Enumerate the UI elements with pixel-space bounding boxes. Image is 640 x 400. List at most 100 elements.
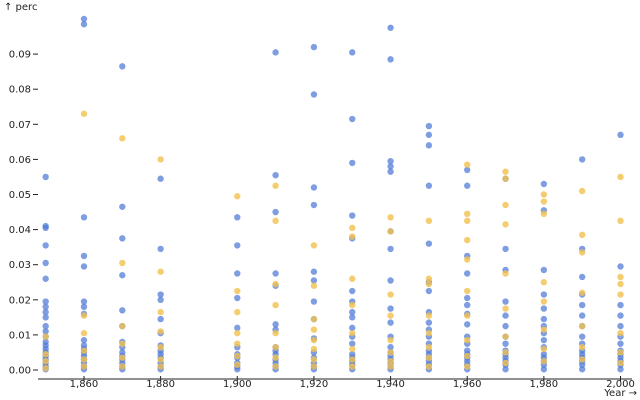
- data-point: [425, 312, 433, 319]
- x-tick-label: 1,920: [300, 379, 329, 390]
- data-point: [540, 305, 548, 312]
- data-point: [119, 203, 126, 210]
- y-tick-label: 0.05: [9, 190, 31, 201]
- y-tick-label: 0.09: [9, 50, 31, 61]
- data-point: [464, 287, 471, 295]
- data-point: [578, 301, 586, 309]
- data-point: [80, 363, 88, 370]
- data-point: [617, 217, 624, 225]
- data-point: [349, 301, 356, 309]
- data-point: [502, 349, 509, 356]
- data-point: [272, 280, 279, 288]
- data-point: [349, 324, 356, 332]
- data-point: [540, 210, 548, 218]
- data-point: [310, 268, 318, 275]
- data-point: [540, 198, 548, 205]
- y-tick-label: 0.08: [9, 85, 31, 96]
- data-point: [234, 294, 241, 302]
- x-axis-label: Year →: [603, 388, 637, 399]
- data-point: [119, 259, 126, 267]
- data-point: [349, 275, 356, 282]
- data-point: [464, 321, 471, 328]
- data-point: [157, 175, 164, 182]
- data-point: [349, 115, 356, 123]
- data-point: [119, 235, 126, 242]
- data-point: [310, 345, 318, 353]
- data-point: [387, 24, 394, 31]
- data-point: [540, 358, 548, 365]
- data-point: [42, 173, 49, 181]
- data-point: [42, 298, 49, 305]
- data-point: [272, 363, 279, 370]
- data-point: [502, 168, 509, 175]
- data-point: [425, 329, 433, 337]
- data-point: [425, 363, 433, 370]
- data-point: [80, 312, 88, 319]
- data-point: [464, 336, 471, 344]
- data-point: [310, 298, 318, 305]
- data-point: [80, 110, 88, 117]
- data-point: [234, 287, 241, 295]
- data-point: [502, 270, 509, 277]
- data-point: [425, 122, 433, 130]
- data-point: [387, 312, 394, 319]
- data-point: [349, 224, 356, 232]
- data-point: [42, 328, 49, 335]
- data-point: [464, 363, 471, 370]
- data-point: [349, 233, 356, 240]
- data-point: [425, 287, 433, 295]
- y-tick-label: 0.07: [9, 120, 31, 131]
- data-point: [42, 242, 49, 249]
- data-point: [157, 268, 164, 275]
- data-point: [540, 266, 548, 274]
- data-point: [80, 252, 88, 260]
- data-point: [42, 358, 49, 365]
- data-point: [272, 301, 279, 309]
- data-point: [310, 326, 318, 333]
- data-point: [310, 277, 318, 284]
- data-point: [310, 363, 318, 370]
- data-point: [42, 259, 49, 267]
- data-point: [464, 210, 471, 218]
- x-tick-label: 1,960: [453, 379, 482, 390]
- data-point: [234, 352, 241, 360]
- data-point: [349, 345, 356, 353]
- data-point: [119, 63, 126, 70]
- data-point: [157, 356, 164, 363]
- y-tick-label: 0.01: [9, 330, 31, 341]
- data-point: [272, 208, 279, 216]
- data-point: [349, 340, 356, 347]
- x-tick-label: 1,980: [530, 379, 559, 390]
- data-point: [272, 49, 279, 56]
- data-point: [272, 217, 279, 225]
- data-point: [42, 314, 49, 321]
- data-point: [425, 280, 433, 288]
- data-point: [425, 182, 433, 189]
- data-point: [387, 277, 394, 284]
- data-point: [617, 312, 624, 319]
- data-point: [157, 328, 164, 335]
- data-point: [272, 329, 279, 337]
- data-point: [578, 273, 586, 281]
- data-point: [387, 319, 394, 326]
- data-point: [119, 354, 126, 361]
- data-point: [387, 168, 394, 175]
- data-point: [80, 303, 88, 311]
- data-point: [80, 214, 88, 221]
- data-point: [464, 352, 471, 360]
- data-point: [540, 315, 548, 323]
- data-point: [578, 231, 586, 239]
- data-point: [425, 319, 433, 326]
- data-point: [157, 343, 164, 351]
- data-point: [617, 366, 624, 373]
- data-point: [464, 256, 471, 263]
- data-point: [502, 201, 509, 209]
- data-point: [310, 356, 318, 363]
- data-point: [119, 340, 126, 347]
- data-point: [349, 159, 356, 167]
- data-point: [234, 366, 241, 373]
- x-tick-label: 1,900: [223, 379, 252, 390]
- data-point: [310, 336, 318, 344]
- data-point: [272, 270, 279, 277]
- data-point: [80, 298, 88, 305]
